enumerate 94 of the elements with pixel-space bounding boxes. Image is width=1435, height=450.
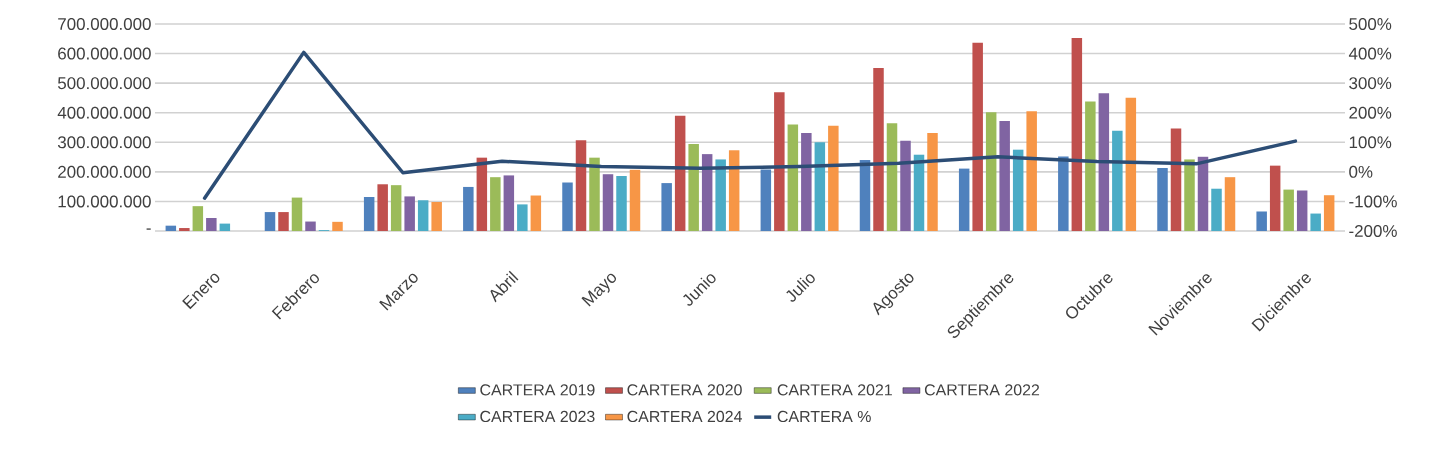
bar bbox=[219, 223, 231, 231]
bar bbox=[575, 140, 587, 231]
bar bbox=[1310, 213, 1321, 231]
bar bbox=[278, 212, 289, 231]
bar bbox=[179, 228, 190, 231]
bar bbox=[503, 175, 515, 231]
bar bbox=[913, 154, 925, 231]
bar bbox=[1170, 128, 1182, 231]
x-tick-label: Julio bbox=[786, 274, 815, 302]
bar bbox=[1125, 97, 1137, 231]
bar bbox=[760, 169, 772, 231]
bar bbox=[814, 142, 826, 231]
y2-tick-label: 500% bbox=[1349, 18, 1392, 30]
bar bbox=[463, 186, 474, 231]
bar bbox=[999, 121, 1010, 231]
bar bbox=[715, 159, 726, 231]
bar bbox=[1085, 101, 1096, 231]
line-series bbox=[202, 50, 1298, 200]
bar bbox=[958, 168, 970, 231]
bar bbox=[476, 157, 488, 231]
bar bbox=[1323, 195, 1335, 231]
bar bbox=[1157, 168, 1168, 231]
bar bbox=[291, 197, 303, 231]
legend-label: CARTERA 2024 bbox=[627, 410, 742, 423]
bar bbox=[1197, 156, 1209, 231]
y-tick-label: 300.000.000 bbox=[57, 136, 151, 149]
bar bbox=[629, 169, 641, 231]
bar bbox=[1224, 177, 1236, 231]
y-tick-label: 200.000.000 bbox=[58, 165, 151, 178]
bar bbox=[363, 196, 375, 231]
bar bbox=[972, 42, 983, 231]
bar bbox=[1058, 156, 1069, 231]
bar bbox=[728, 150, 740, 231]
bar bbox=[264, 212, 276, 231]
bar bbox=[404, 196, 415, 231]
bar bbox=[900, 140, 911, 231]
y2-tick-label: 0% bbox=[1349, 165, 1373, 178]
bar bbox=[674, 115, 686, 231]
bar bbox=[701, 154, 713, 231]
y2-tick-label: 100% bbox=[1349, 136, 1392, 149]
bar bbox=[787, 124, 799, 231]
bar bbox=[927, 133, 938, 231]
bar bbox=[562, 182, 573, 231]
bar bbox=[1026, 111, 1037, 231]
y2-tick-label: 200% bbox=[1349, 106, 1392, 119]
bar bbox=[192, 206, 204, 231]
legend-label: CARTERA 2019 bbox=[480, 384, 595, 396]
bar bbox=[517, 204, 528, 231]
legend-label: CARTERA % bbox=[777, 410, 871, 423]
bar bbox=[1256, 211, 1267, 231]
bar bbox=[390, 185, 402, 231]
legend-label: CARTERA 2023 bbox=[480, 410, 595, 423]
y-tick-label: 600.000.000 bbox=[58, 47, 151, 60]
y-tick-label: 500.000.000 bbox=[57, 77, 151, 90]
bar bbox=[661, 183, 672, 231]
y2-tick-label: 300% bbox=[1349, 77, 1392, 90]
bar bbox=[985, 112, 997, 231]
y-tick-label: 400.000.000 bbox=[57, 106, 151, 119]
bar bbox=[1012, 149, 1024, 231]
bar bbox=[530, 195, 542, 231]
legend-label: CARTERA 2021 bbox=[777, 384, 892, 396]
bar bbox=[828, 125, 839, 231]
y2-tick-label: 400% bbox=[1348, 47, 1392, 60]
bar bbox=[801, 133, 812, 231]
bar bbox=[616, 176, 627, 231]
bar bbox=[305, 221, 316, 231]
bar bbox=[1296, 190, 1308, 231]
bar bbox=[688, 144, 699, 231]
bar bbox=[1283, 189, 1294, 231]
y2-tick-label: -200% bbox=[1349, 225, 1397, 237]
bar bbox=[206, 217, 217, 231]
bar bbox=[377, 184, 388, 231]
bar bbox=[1269, 165, 1281, 231]
legend-label: CARTERA 2020 bbox=[627, 384, 742, 396]
bar bbox=[589, 157, 600, 231]
bar bbox=[1211, 188, 1222, 231]
y-tick-label: 700.000.000 bbox=[58, 18, 151, 31]
bar bbox=[873, 68, 884, 231]
bar bbox=[774, 92, 785, 231]
bar bbox=[332, 221, 343, 231]
y-tick-label: 100.000.000 bbox=[58, 195, 151, 208]
bar bbox=[886, 123, 898, 231]
bar bbox=[490, 177, 501, 231]
bar bbox=[1071, 37, 1083, 231]
y-tick-label: - bbox=[146, 228, 151, 230]
bar bbox=[1112, 130, 1123, 231]
bar bbox=[1184, 159, 1195, 231]
bar bbox=[1098, 93, 1110, 231]
bar bbox=[859, 160, 871, 231]
bar bbox=[602, 174, 614, 231]
legend-label: CARTERA 2022 bbox=[924, 384, 1040, 396]
y2-tick-label: -100% bbox=[1349, 195, 1397, 208]
bar bbox=[417, 200, 429, 231]
bar bbox=[431, 202, 442, 231]
